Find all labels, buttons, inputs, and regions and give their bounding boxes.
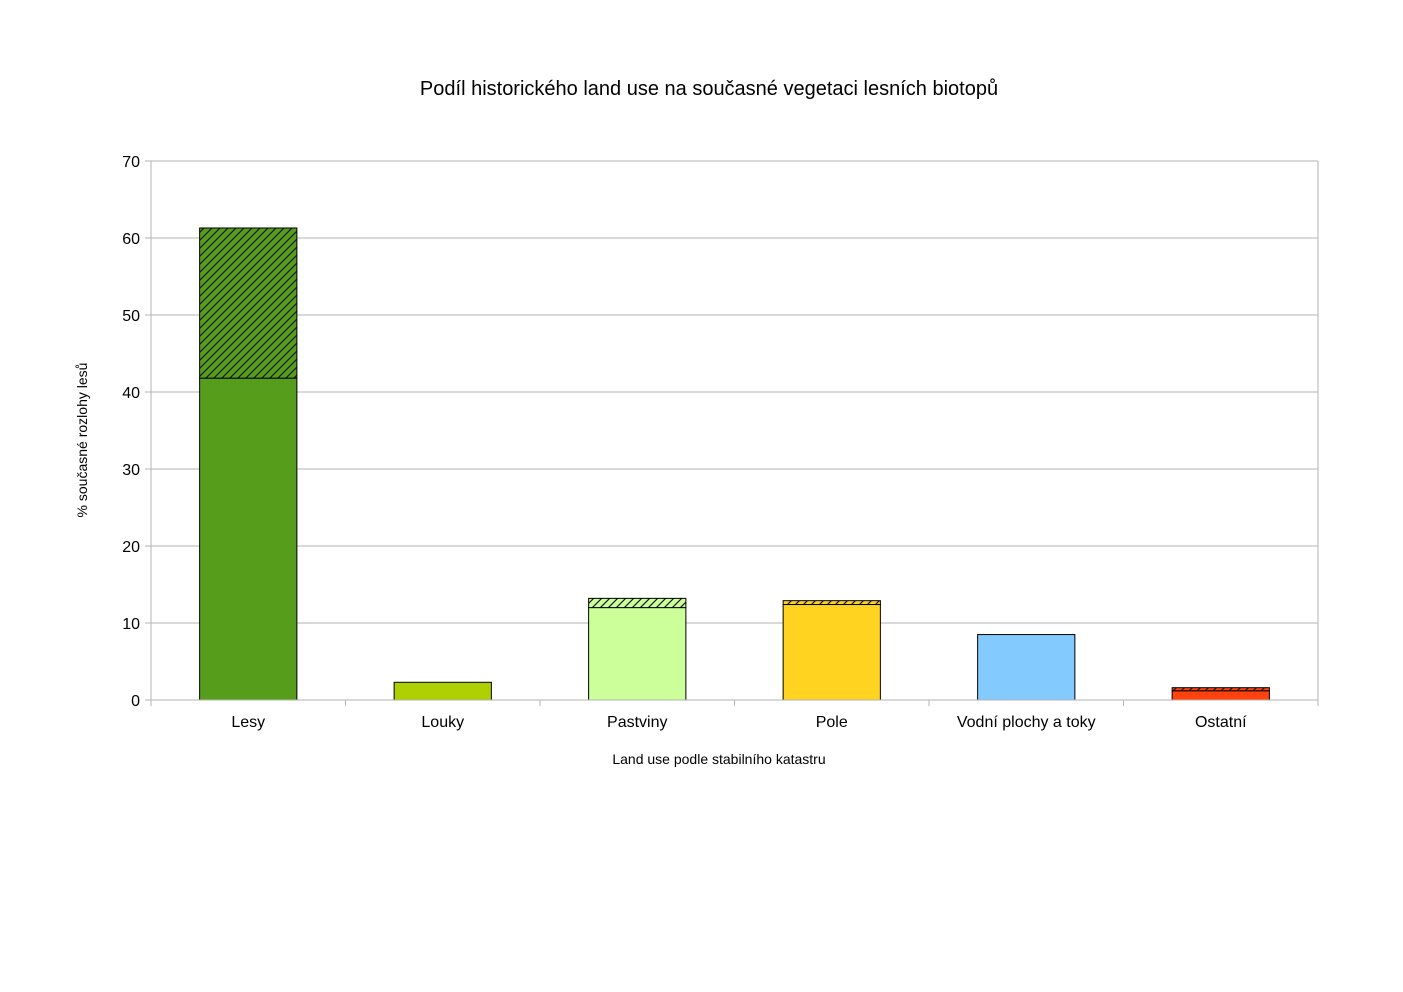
- bar-solid-segment: [782, 604, 881, 701]
- bar-solid-segment: [1171, 690, 1270, 701]
- x-category-label: Ostatní: [1195, 714, 1247, 731]
- bar-solid-segment: [977, 634, 1076, 701]
- x-category-label: Louky: [421, 714, 464, 731]
- y-tick-labels: 0 10 20 30 40 50 60 70: [122, 154, 140, 710]
- x-category-label: Pastviny: [607, 714, 667, 731]
- bar-hatched-segment: [588, 597, 687, 609]
- y-tick-label: 30: [122, 462, 140, 479]
- x-category-label: Lesy: [231, 714, 265, 731]
- y-tick-label: 70: [122, 154, 140, 171]
- y-tick-label: 10: [122, 616, 140, 633]
- bar-solid-segment: [199, 377, 298, 701]
- axes: [145, 160, 1319, 706]
- gridlines: [151, 160, 1318, 624]
- bar-hatched-segment: [199, 227, 298, 379]
- y-tick-label: 60: [122, 231, 140, 248]
- chart-title: Podíl historického land use na současné …: [420, 78, 998, 100]
- y-tick-label: 40: [122, 385, 140, 402]
- y-tick-label: 50: [122, 308, 140, 325]
- x-category-label: Pole: [816, 714, 848, 731]
- bar-solid-segment: [393, 681, 492, 701]
- bars: [199, 227, 1270, 701]
- y-tick-label: 0: [131, 693, 140, 710]
- bar-hatched-segment: [782, 600, 881, 606]
- bar-hatched-segment: [1171, 687, 1270, 692]
- x-category-labels: Lesy Louky Pastviny Pole Vodní plochy a toky…: [231, 714, 1247, 731]
- y-axis-title: % současné rozlohy lesů: [74, 363, 90, 518]
- x-axis-title: Land use podle stabilního katastru: [612, 751, 825, 767]
- y-tick-label: 20: [122, 539, 140, 556]
- x-category-label: Vodní plochy a toky: [957, 714, 1096, 731]
- bar-solid-segment: [588, 607, 687, 701]
